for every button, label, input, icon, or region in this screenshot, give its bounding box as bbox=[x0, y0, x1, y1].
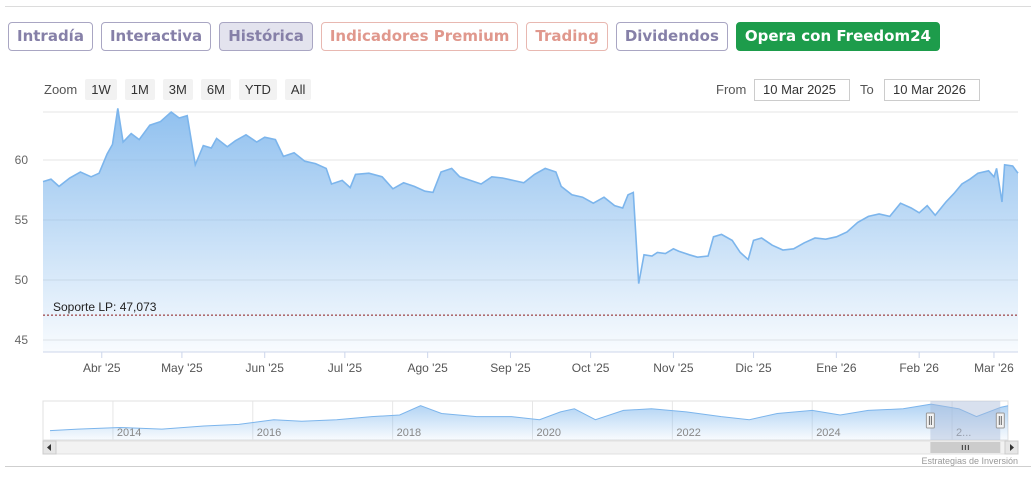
zoom-all-button[interactable]: All bbox=[284, 79, 312, 100]
credit-text: Estrategias de Inversión bbox=[921, 456, 1018, 466]
from-date-input[interactable]: 10 Mar 2025 bbox=[754, 79, 850, 101]
price-line bbox=[42, 108, 1019, 284]
arrow-right-icon bbox=[1010, 444, 1014, 451]
tab-hist-rica[interactable]: Histórica bbox=[219, 22, 313, 51]
area-fill bbox=[43, 108, 1018, 353]
x-tick-label: Oct '25 bbox=[572, 361, 610, 375]
navigator-year-label: 2020 bbox=[536, 427, 560, 439]
navigator-right-handle[interactable] bbox=[995, 412, 1005, 429]
zoom-ytd-button[interactable]: YTD bbox=[238, 79, 277, 100]
zoom-selector: Zoom 1W 1M 3M 6M YTD All bbox=[44, 79, 319, 100]
x-axis: Abr '25 May '25 Jun '25 Jul '25 Ago '25 Sep '… bbox=[43, 351, 1018, 375]
tab-trading[interactable]: Trading bbox=[526, 22, 608, 51]
tab-dividendos[interactable]: Dividendos bbox=[615, 22, 728, 51]
from-label: From bbox=[716, 82, 747, 97]
x-tick-label: Ago '25 bbox=[407, 361, 448, 375]
navigator-year-label: 2018 bbox=[397, 427, 421, 439]
x-tick-label: Abr '25 bbox=[83, 361, 121, 375]
support-label: Soporte LP: 47,073 bbox=[53, 300, 157, 314]
tab-indicadores-premium[interactable]: Indicadores Premium bbox=[320, 22, 519, 51]
zoom-label: Zoom bbox=[44, 82, 78, 97]
zoom-6m-button[interactable]: 6M bbox=[200, 79, 231, 100]
x-tick-label: Ene '26 bbox=[816, 361, 857, 375]
navigator-area bbox=[50, 404, 1008, 440]
navigator-line bbox=[49, 403, 1009, 432]
to-label: To bbox=[860, 82, 874, 97]
x-tick-label: Mar '26 bbox=[974, 361, 1014, 375]
navigator-year-label: 2... bbox=[956, 427, 971, 439]
y-tick-label: 45 bbox=[15, 333, 29, 347]
tab-intrad-a[interactable]: Intradía bbox=[8, 22, 93, 51]
chart-tabs: Intradía Interactiva Histórica Indicadores … bbox=[8, 22, 940, 51]
x-tick-label: Jun '25 bbox=[246, 361, 285, 375]
bottom-divider bbox=[5, 466, 1031, 467]
to-date-input[interactable]: 10 Mar 2026 bbox=[884, 79, 980, 101]
y-tick-label: 50 bbox=[15, 273, 29, 287]
scrollbar-track[interactable] bbox=[42, 440, 1019, 455]
y-tick-label: 60 bbox=[15, 153, 29, 167]
x-tick-label: Nov '25 bbox=[653, 361, 694, 375]
navigator-left-handle[interactable] bbox=[925, 412, 935, 429]
top-divider bbox=[5, 6, 1031, 7]
navigator-year-label: 2014 bbox=[117, 427, 141, 439]
price-area bbox=[42, 108, 1019, 353]
zoom-1w-button[interactable]: 1W bbox=[85, 79, 117, 100]
navigator-year-label: 2016 bbox=[257, 427, 281, 439]
navigator-year-label: 2022 bbox=[676, 427, 700, 439]
y-axis-labels: 45 50 55 60 bbox=[15, 153, 29, 347]
x-tick-label: Dic '25 bbox=[735, 361, 772, 375]
y-tick-label: 55 bbox=[15, 213, 29, 227]
x-tick-label: Sep '25 bbox=[490, 361, 531, 375]
x-tick-label: Jul '25 bbox=[328, 361, 363, 375]
zoom-1m-button[interactable]: 1M bbox=[124, 79, 155, 100]
tab-interactiva[interactable]: Interactiva bbox=[100, 22, 212, 51]
support-lines: Soporte LP: 47,073 bbox=[43, 300, 1018, 316]
x-tick-label: Feb '26 bbox=[899, 361, 939, 375]
navigator[interactable]: 2014 2016 2018 2020 2022 2024 2... bbox=[42, 400, 1019, 455]
tab-opera-con-freedom24[interactable]: Opera con Freedom24 bbox=[735, 22, 940, 51]
x-tick-label: May '25 bbox=[161, 361, 203, 375]
navigator-year-label: 2024 bbox=[816, 427, 840, 439]
arrow-left-icon bbox=[47, 444, 51, 451]
zoom-3m-button[interactable]: 3M bbox=[162, 79, 193, 100]
navigator-selection[interactable] bbox=[930, 401, 1001, 440]
